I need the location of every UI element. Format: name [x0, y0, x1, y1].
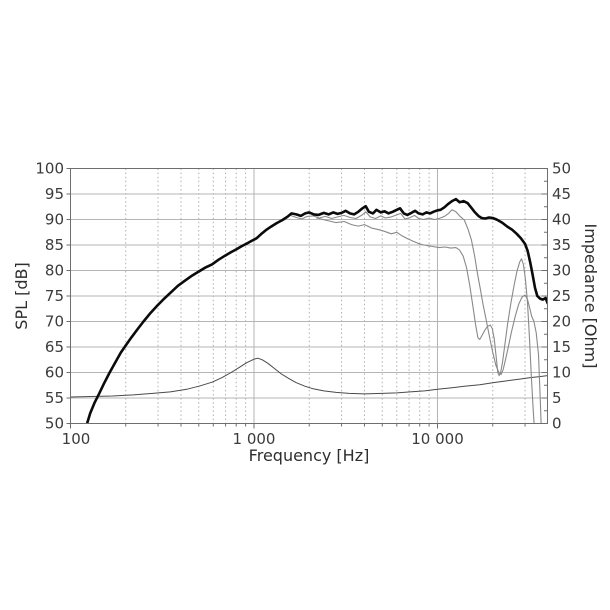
y-left-tick-label: 100 — [35, 160, 64, 178]
y-left-tick-label: 70 — [45, 313, 64, 331]
curve-layer — [70, 197, 548, 424]
y-left-tick-label: 55 — [45, 389, 64, 407]
y-right-tick-label: 35 — [552, 236, 571, 254]
y-left-tick-label: 90 — [45, 211, 64, 229]
y-right-tick-label: 0 — [552, 415, 562, 433]
x-tick-label: 100 — [62, 430, 91, 448]
x-tick-label: 10 000 — [411, 430, 464, 448]
curve-impedance — [70, 357, 548, 398]
y-left-tick-label: 95 — [45, 185, 64, 203]
y-right-tick-label: 30 — [552, 262, 571, 280]
y-right-tick-label: 25 — [552, 287, 571, 305]
y-left-tick-label: 85 — [45, 236, 64, 254]
y-left-axis-title: SPL [dB] — [12, 262, 31, 329]
y-left-tick-label: 65 — [45, 338, 64, 356]
axis-layer — [66, 168, 548, 429]
y-right-tick-label: 50 — [552, 160, 571, 178]
y-right-tick-label: 45 — [552, 185, 571, 203]
x-tick-label: 1 000 — [233, 430, 276, 448]
x-axis-title: Frequency [Hz] — [249, 446, 370, 465]
y-right-tick-label: 15 — [552, 338, 571, 356]
y-right-axis-title: Impedance [Ohm] — [581, 224, 600, 369]
y-right-tick-label: 10 — [552, 364, 571, 382]
y-left-tick-label: 50 — [45, 415, 64, 433]
y-left-tick-label: 60 — [45, 364, 64, 382]
y-right-tick-label: 40 — [552, 211, 571, 229]
y-left-tick-label: 80 — [45, 262, 64, 280]
y-left-tick-label: 75 — [45, 287, 64, 305]
curve-spl-60-deg-off-axis — [316, 217, 535, 424]
y-right-tick-label: 5 — [552, 389, 562, 407]
y-right-tick-label: 20 — [552, 313, 571, 331]
curve-spl-on-axis — [85, 197, 548, 424]
label-layer: 1009590858075706560555050454035302520151… — [12, 160, 600, 466]
